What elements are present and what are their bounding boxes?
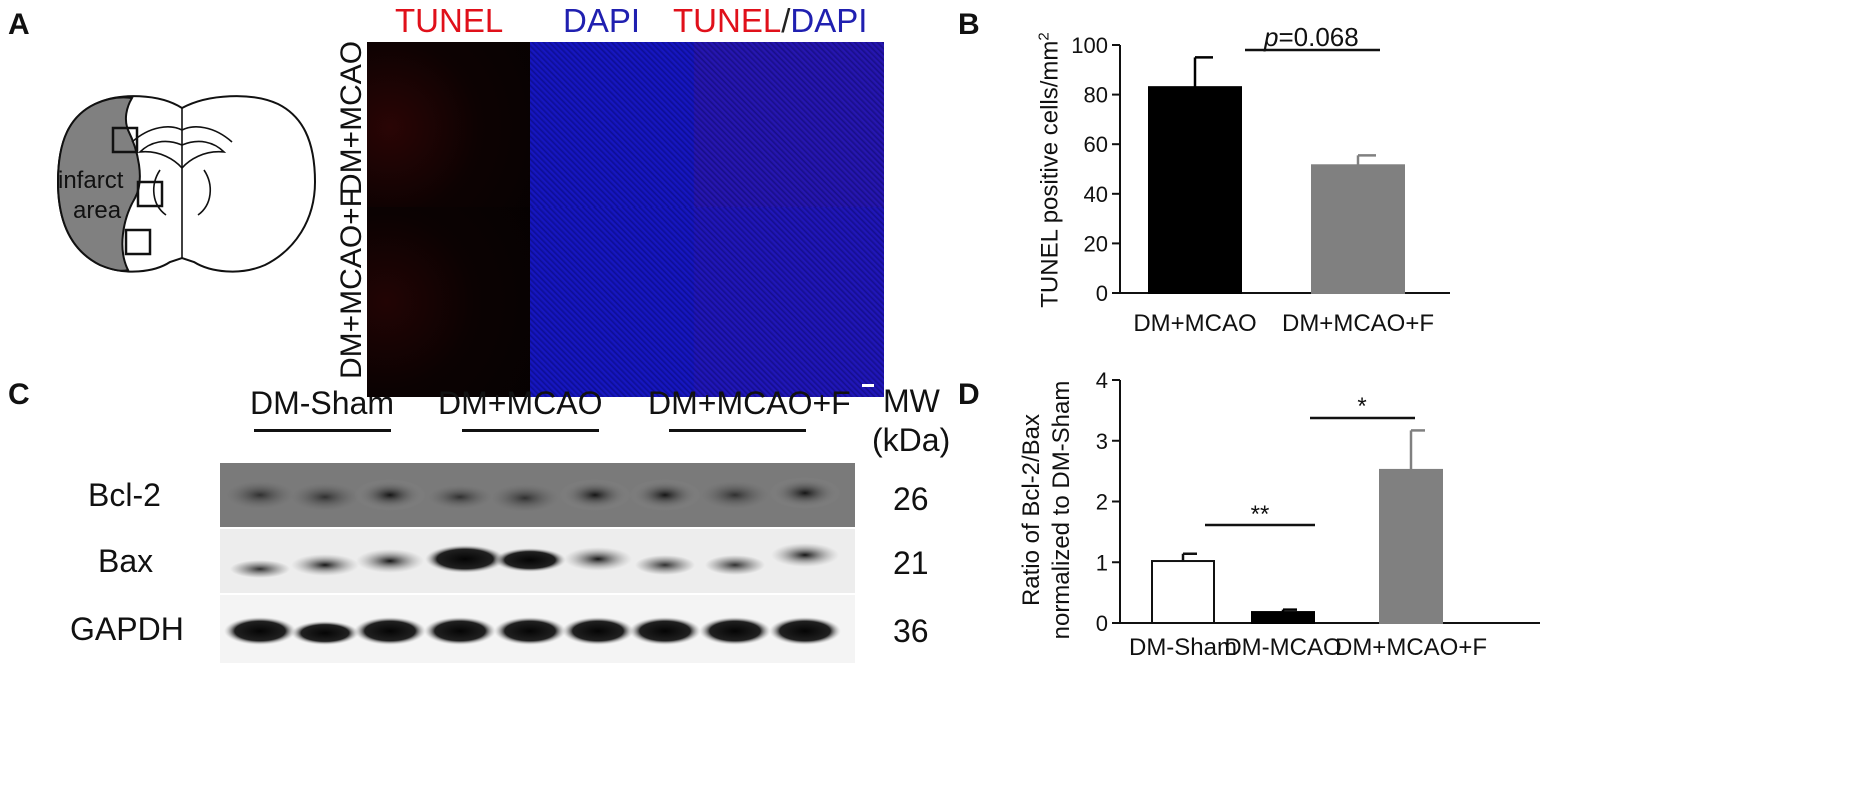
x-category-label: DM-MCAO — [1224, 634, 1341, 661]
roi-box-2 — [136, 180, 164, 208]
row-label-dm-mcao: DM+MCAO — [335, 40, 368, 196]
western-blot — [220, 463, 855, 663]
y-tick-label: 100 — [1071, 33, 1108, 58]
panel-d-ylabel-2: normalized to DM-Sham — [1048, 380, 1075, 640]
x-category-label: DM+MCAO+F — [1282, 310, 1434, 337]
bar — [1151, 560, 1215, 625]
micrograph-merge-mcao — [694, 42, 884, 232]
row-label-dm-mcao-f: DM+MCAO+F — [335, 188, 368, 380]
panel-b-ylabel-sup: 2 — [1035, 32, 1053, 41]
scale-bar — [862, 384, 874, 387]
y-tick-label: 80 — [1084, 83, 1108, 108]
group-label-dm-mcao-f: DM+MCAO+F — [648, 385, 851, 421]
bar — [1148, 86, 1242, 294]
hdr-merge-slash: / — [781, 2, 791, 39]
group-underline-2 — [462, 429, 599, 432]
y-tick-label: 0 — [1096, 281, 1108, 306]
hdr-merge-dapi: DAPI — [790, 2, 868, 39]
col-header-dapi: DAPI — [563, 2, 640, 40]
bar — [1251, 611, 1315, 625]
panel-b-label: B — [958, 8, 980, 41]
micrograph-tunel-mcao — [367, 42, 557, 232]
mw-value-36: 36 — [893, 613, 929, 649]
bar — [1379, 468, 1443, 624]
panel-c-label: C — [8, 378, 30, 411]
roi-box-1 — [111, 126, 139, 154]
panel-b-pvalue: p=0.068 — [1264, 22, 1359, 53]
y-tick-label: 1 — [1096, 550, 1108, 575]
micrograph-dapi-mcao-f — [530, 207, 720, 397]
group-underline-3 — [669, 429, 806, 432]
col-header-merge: TUNEL/DAPI — [673, 2, 867, 40]
kda-header: (kDa) — [872, 422, 951, 458]
mw-value-21: 21 — [893, 545, 929, 581]
group-label-dm-sham: DM-Sham — [250, 385, 395, 421]
x-category-label: DM+MCAO+F — [1335, 634, 1487, 661]
panel-b-ylabel-text: TUNEL positive cells/mm — [1036, 40, 1064, 308]
mw-header: MW — [883, 383, 940, 419]
bcl2-bands — [226, 477, 841, 512]
protein-label-bcl2: Bcl-2 — [88, 477, 161, 513]
ventricle-left — [137, 140, 183, 169]
group-label-dm-mcao: DM+MCAO — [438, 385, 603, 421]
ventricle-right — [181, 140, 227, 169]
roi-box-3 — [124, 228, 152, 256]
protein-label-gapdh: GAPDH — [70, 611, 184, 647]
micrograph-merge-mcao-f — [694, 207, 884, 397]
area-label: area — [73, 197, 122, 224]
hdr-dapi-text: DAPI — [563, 2, 641, 39]
panel-b-p-italic: p — [1264, 22, 1279, 52]
panel-d-label: D — [958, 378, 980, 411]
infarct-label: infarct — [58, 167, 124, 194]
sig-stars-1: ** — [1251, 501, 1270, 528]
y-tick-label: 20 — [1084, 231, 1108, 256]
gapdh-bands — [224, 617, 841, 645]
y-tick-label: 3 — [1096, 429, 1108, 454]
micrograph-dapi-mcao — [530, 42, 720, 232]
panel-b-p-value: =0.068 — [1278, 22, 1359, 52]
brain-schematic: infarct area — [56, 95, 317, 273]
mw-value-26: 26 — [893, 481, 929, 517]
hdr-merge-tunel: TUNEL — [673, 2, 782, 39]
sig-stars-2: * — [1357, 393, 1366, 420]
y-tick-label: 60 — [1084, 132, 1108, 157]
bax-bands — [230, 543, 839, 578]
x-category-label: DM-Sham — [1129, 634, 1237, 661]
group-underline-1 — [254, 429, 391, 432]
panel-b-ylabel: TUNEL positive cells/mm2 — [1036, 32, 1065, 308]
y-tick-label: 0 — [1096, 611, 1108, 636]
micrograph-tunel-mcao-f — [367, 207, 557, 397]
y-tick-label: 4 — [1096, 368, 1108, 393]
hippocampus-right — [197, 169, 211, 216]
hippocampus-left — [153, 169, 167, 216]
col-header-tunel: TUNEL — [395, 2, 503, 40]
infarct-area — [56, 96, 141, 272]
panel-d-ylabel-1: Ratio of Bcl-2/Bax — [1018, 413, 1045, 607]
hdr-tunel-text: TUNEL — [395, 2, 504, 39]
y-tick-label: 2 — [1096, 490, 1108, 515]
panel-a-label: A — [8, 8, 30, 41]
y-tick-label: 40 — [1084, 182, 1108, 207]
chart-b: 0 20 40 60 80 100 DM+MCAO DM+MCAO+F — [1071, 33, 1450, 337]
bar — [1311, 164, 1405, 294]
protein-label-bax: Bax — [98, 543, 154, 579]
x-category-label: DM+MCAO — [1133, 310, 1256, 337]
corpus-callosum — [131, 126, 233, 143]
